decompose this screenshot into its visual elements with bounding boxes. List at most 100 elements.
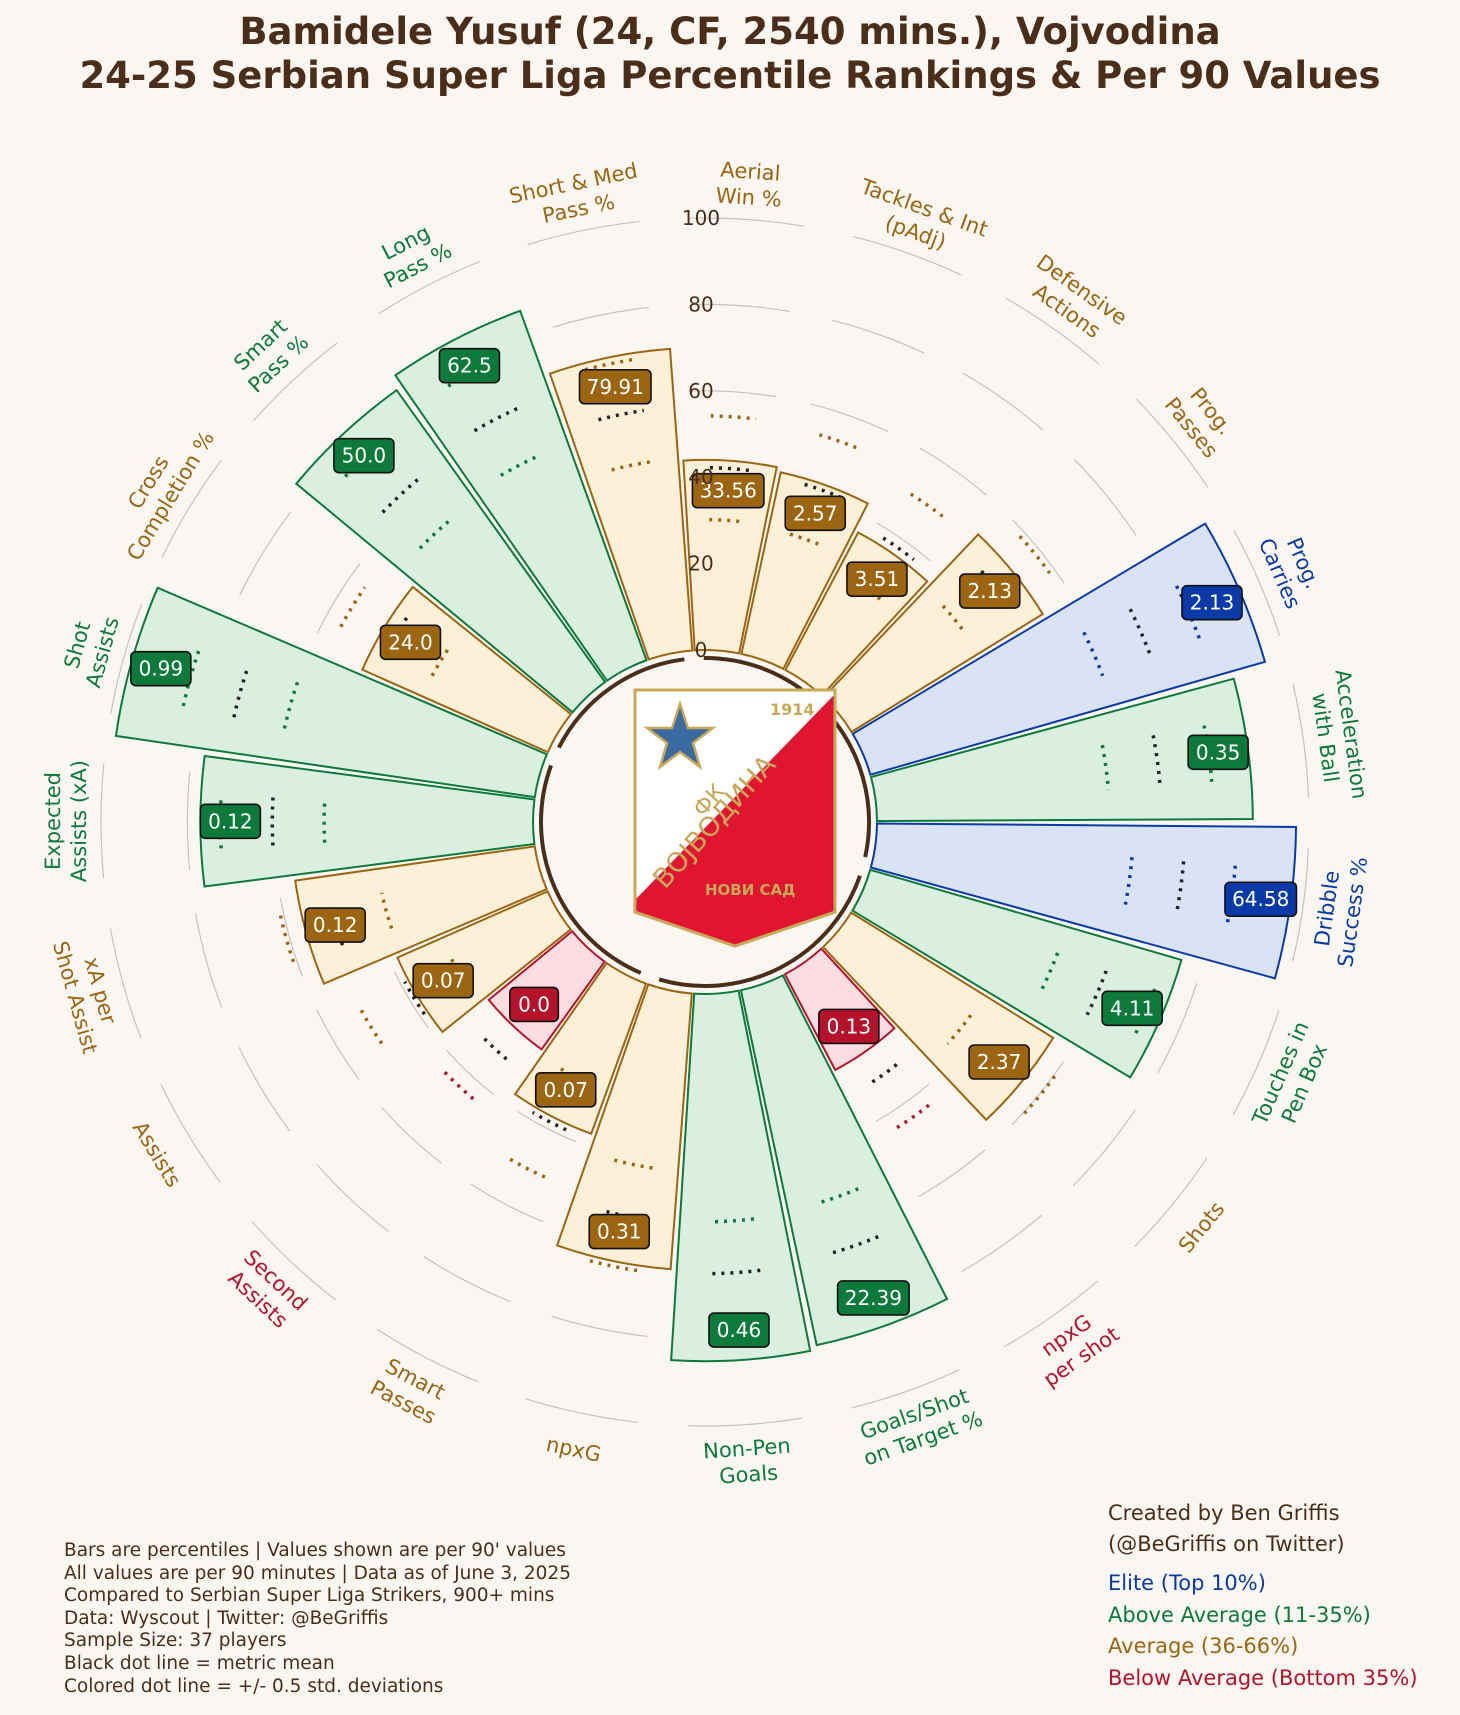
legend-average: Average (36-66%) — [1108, 1634, 1299, 1658]
value-label-18: 0.99 — [130, 650, 192, 687]
value-text-13: 0.07 — [543, 1078, 588, 1102]
value-label-7: 4.11 — [1101, 990, 1163, 1027]
metric-label-line: Non-Pen — [702, 1434, 791, 1464]
metric-label-3: Prog.Passes — [1160, 383, 1238, 463]
value-text-15: 0.07 — [421, 969, 466, 993]
value-box-14 — [509, 986, 560, 1023]
grid-arc — [918, 1149, 986, 1198]
value-box-13 — [534, 1071, 597, 1108]
value-text-17: 0.12 — [208, 809, 253, 833]
note-1: Bars are percentiles | Values shown are … — [64, 1540, 566, 1561]
bar-21 — [393, 309, 648, 683]
value-box-22 — [578, 368, 652, 405]
value-box-18 — [130, 650, 192, 687]
mean-line-5 — [1151, 735, 1162, 787]
value-label-9: 0.13 — [818, 1008, 880, 1045]
value-text-10: 22.39 — [845, 1286, 902, 1310]
tick-label-40: 40 — [688, 465, 713, 489]
mean-line-10 — [830, 1234, 879, 1256]
value-box-0 — [691, 472, 765, 509]
value-text-5: 0.35 — [1196, 740, 1241, 764]
bar-7 — [851, 868, 1183, 1079]
mean-line-21 — [473, 405, 521, 433]
value-box-6 — [1224, 881, 1298, 918]
sd-line-0 — [709, 517, 744, 524]
value-text-9: 0.13 — [827, 1014, 872, 1038]
sd-line-9 — [895, 1103, 930, 1130]
mean-line-13 — [531, 1110, 567, 1132]
grid-arc — [161, 459, 222, 558]
grid-arc — [552, 306, 649, 328]
metric-label-line: Win % — [715, 183, 783, 212]
sd-line-3 — [1018, 535, 1052, 575]
note-7: Colored dot line = +/- 0.5 std. deviatio… — [64, 1675, 444, 1697]
value-box-9 — [818, 1008, 880, 1045]
metric-label-1: Tackles & Int(pAdj) — [857, 174, 991, 254]
tick-label-0: 0 — [695, 638, 708, 662]
value-label-14: 0.0 — [509, 986, 560, 1023]
bar-10 — [739, 974, 949, 1347]
sd-line-7 — [1131, 988, 1157, 1039]
value-label-8: 2.37 — [968, 1044, 1030, 1080]
metric-label-line: Assists — [128, 1117, 186, 1191]
sd-line-18 — [282, 681, 300, 729]
sd-line-21 — [499, 453, 542, 477]
sd-line-5 — [1100, 744, 1111, 791]
chart-title: Bamidele Yusuf (24, CF, 2540 mins.), Voj… — [0, 10, 1460, 98]
grid-arc — [853, 235, 962, 276]
credit-line-1: Created by Ben Griffis — [1108, 1501, 1340, 1525]
group-arc-0 — [703, 656, 812, 698]
metric-label-12: npxG — [544, 1432, 603, 1467]
grid-arc — [110, 603, 143, 714]
value-box-15 — [412, 962, 474, 999]
note-6: Black dot line = metric mean — [64, 1652, 335, 1674]
value-box-17 — [199, 803, 262, 840]
sd-line-14 — [442, 1070, 475, 1101]
club-logo: 1914 ФК ВОЈВОДИНА НОВИ САД — [633, 688, 837, 948]
value-text-18: 0.99 — [139, 657, 184, 681]
group-arc-4 — [557, 657, 685, 749]
value-label-0: 33.56 — [691, 472, 765, 509]
grid-arc — [1233, 530, 1281, 636]
value-box-11 — [708, 1312, 770, 1348]
value-label-16: 0.12 — [304, 907, 366, 943]
value-box-16 — [304, 907, 366, 943]
grid-arc — [1011, 1061, 1064, 1126]
grid-arc — [527, 220, 640, 246]
mean-line-15 — [403, 980, 426, 1016]
grid-arc — [1072, 1109, 1136, 1187]
logo-shield-red — [635, 694, 835, 946]
grid-arc — [376, 1328, 479, 1383]
grid-arc — [1004, 1280, 1099, 1348]
grid-arc — [100, 763, 105, 879]
value-text-12: 0.31 — [597, 1220, 642, 1244]
grid-arc — [109, 928, 142, 1039]
sd-line-8 — [946, 1014, 973, 1045]
grid-arc — [517, 1110, 576, 1143]
sd-line-0 — [710, 414, 757, 421]
grid-arc — [381, 1107, 442, 1164]
mean-line-2 — [882, 536, 915, 561]
sd-line-8 — [1022, 1075, 1057, 1115]
value-label-15: 0.07 — [412, 962, 474, 999]
sd-line-13 — [505, 1155, 546, 1179]
mean-line-4 — [1128, 608, 1153, 659]
value-text-14: 0.0 — [518, 992, 550, 1016]
value-box-21 — [438, 347, 501, 384]
credit-line-2: (@BeGriffis on Twitter) — [1108, 1532, 1345, 1556]
value-text-3: 2.13 — [967, 579, 1012, 603]
grid-arc — [1292, 848, 1310, 962]
tick-label-80: 80 — [688, 292, 713, 316]
grid-arc — [832, 319, 925, 354]
grid-arc — [961, 1214, 1042, 1273]
value-box-19 — [379, 624, 442, 661]
logo-shield-border — [633, 688, 837, 948]
grid-arc — [194, 913, 223, 1008]
value-label-11: 0.46 — [708, 1312, 770, 1348]
value-box-8 — [968, 1044, 1030, 1080]
